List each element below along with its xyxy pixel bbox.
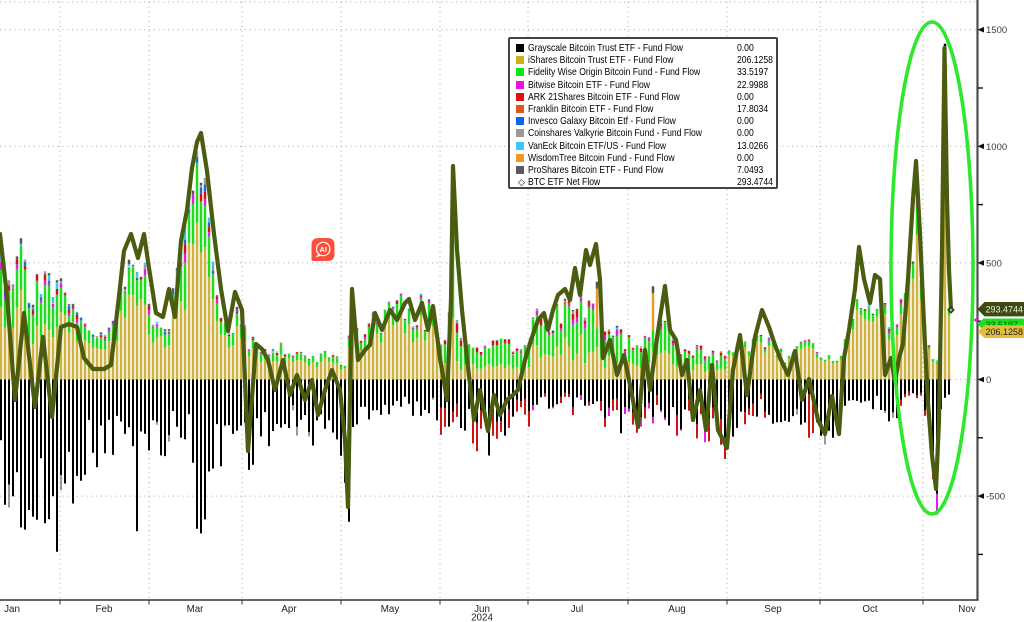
svg-text:Jan: Jan (4, 604, 20, 615)
svg-text:500: 500 (986, 258, 1002, 269)
svg-text:Feb: Feb (96, 604, 113, 615)
svg-text:Aug: Aug (668, 604, 685, 615)
svg-text:1000: 1000 (986, 142, 1007, 153)
svg-text:AI: AI (319, 245, 326, 254)
svg-text:Jun: Jun (474, 604, 490, 615)
svg-text:1500: 1500 (986, 25, 1007, 36)
svg-text:Nov: Nov (958, 604, 976, 615)
svg-text:206.1258: 206.1258 (986, 327, 1024, 337)
svg-text:May: May (381, 604, 400, 615)
svg-text:33.5197: 33.5197 (986, 320, 1019, 330)
svg-text:Jul: Jul (571, 604, 584, 615)
svg-text:Mar: Mar (187, 604, 205, 615)
svg-text:293.4744: 293.4744 (986, 305, 1024, 315)
svg-text:0: 0 (986, 375, 991, 386)
svg-text:Oct: Oct (862, 604, 878, 615)
svg-text:-500: -500 (986, 492, 1005, 503)
svg-text:2024: 2024 (471, 613, 493, 622)
svg-text:Apr: Apr (281, 604, 297, 615)
svg-text:Sep: Sep (764, 604, 782, 615)
